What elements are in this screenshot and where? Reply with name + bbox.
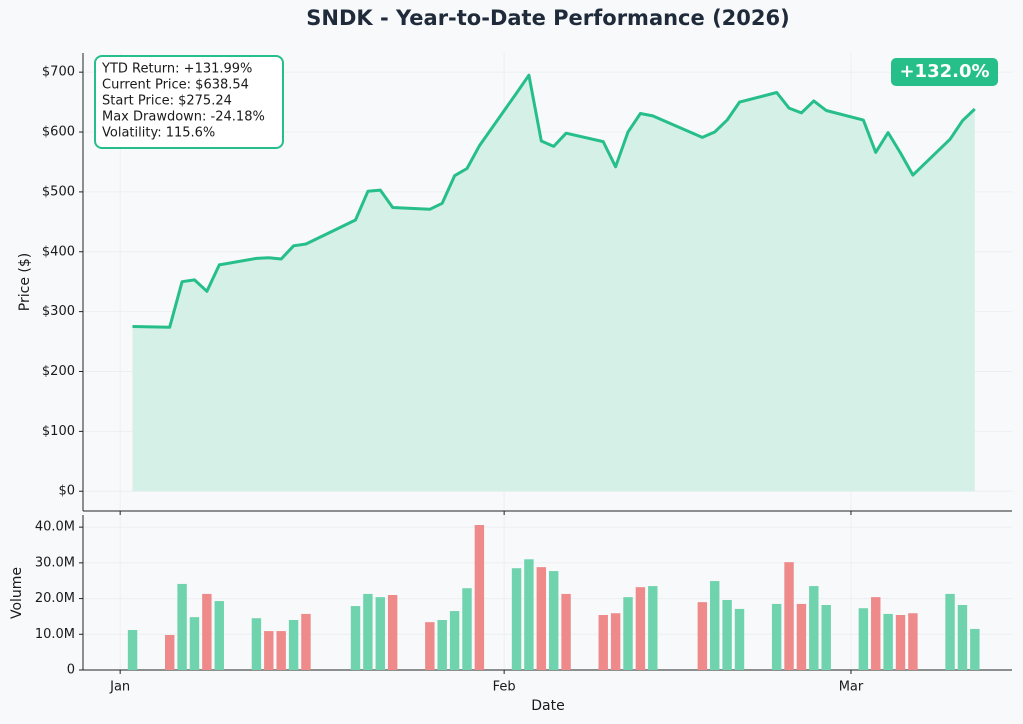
volume-bar <box>189 617 200 670</box>
chart-title: SNDK - Year-to-Date Performance (2026) <box>306 6 789 30</box>
y-axis-label: Price ($) <box>17 253 33 311</box>
y-tick-label: 0 <box>67 663 75 678</box>
stats-line: Max Drawdown: -24.18% <box>102 110 265 125</box>
x-tick-label: Jan <box>109 680 130 695</box>
stats-box-frame <box>94 55 284 149</box>
volume-bar <box>524 559 534 670</box>
stats-box: YTD Return: +131.99%Current Price: $638.… <box>94 55 284 149</box>
volume-bar <box>945 593 955 670</box>
volume-bar <box>635 587 646 670</box>
volume-bar <box>350 606 361 670</box>
volume-bar <box>648 586 658 670</box>
y-tick-label: $200 <box>42 364 75 379</box>
volume-bar <box>858 608 869 670</box>
volume-bar <box>437 620 447 670</box>
volume-bar <box>127 630 138 670</box>
y-tick-label: $600 <box>42 125 75 140</box>
volume-bar <box>177 583 187 670</box>
area <box>132 75 975 492</box>
y-tick-label: $700 <box>42 65 75 80</box>
volume-bar <box>276 631 286 670</box>
volume-bar <box>809 586 819 670</box>
volume-bar <box>288 620 299 670</box>
y-tick-label: $300 <box>42 304 75 319</box>
stats-line: Volatility: 115.6% <box>102 126 215 141</box>
y-tick-label: $500 <box>42 184 75 199</box>
volume-bar <box>970 628 980 670</box>
volume-bar <box>871 597 881 670</box>
volume-bar <box>561 593 571 670</box>
plots: $0 $100 $200 $300 $400 $500 $600 $700 YTD Return… <box>35 53 1012 695</box>
volume-bar <box>623 597 633 670</box>
volume-bar <box>784 562 794 670</box>
volume-bar <box>771 603 782 670</box>
volume-bar <box>375 597 385 670</box>
volume-bar <box>474 525 485 670</box>
x-tick-label: Feb <box>493 680 516 695</box>
badge-frame <box>891 58 998 86</box>
volume-bar <box>264 631 274 670</box>
volume-bar <box>908 613 918 670</box>
volume-bar <box>425 622 435 670</box>
y-tick-label: $400 <box>42 244 75 259</box>
volume-bar <box>710 581 720 670</box>
stats-line: YTD Return: +131.99% <box>101 62 252 77</box>
volume-bar <box>251 618 262 670</box>
volume-bar <box>536 567 547 670</box>
volume-bar <box>734 608 745 670</box>
volume-bar <box>821 605 831 670</box>
volume-bar <box>202 593 212 670</box>
price-line <box>132 73 976 329</box>
y-tick-label: $100 <box>42 424 75 439</box>
volume-bar <box>548 571 559 670</box>
stats-line: Start Price: $275.24 <box>102 94 232 109</box>
volume-bar <box>511 568 522 670</box>
y-axis-label: Volume <box>9 567 25 619</box>
y-tick-label: 40.0M <box>35 520 75 535</box>
return-badge: +132.0% <box>891 58 998 86</box>
volume-bar <box>883 613 893 670</box>
y-tick-label: 20.0M <box>35 591 75 606</box>
volume-bar <box>387 595 398 670</box>
volume-bar <box>895 615 906 670</box>
x-tick-label: Mar <box>839 680 864 695</box>
volume-bar <box>214 601 224 670</box>
volume-bar <box>363 593 373 670</box>
volume-bar <box>164 635 175 670</box>
volume-bar <box>722 600 732 670</box>
volume-bar <box>449 611 460 670</box>
volume-bar <box>301 613 311 670</box>
volume-bar <box>957 605 968 670</box>
x-axis-label: Date <box>531 698 564 714</box>
volume-bar <box>462 588 472 670</box>
volume-bar <box>610 613 621 670</box>
y-tick-label: 30.0M <box>35 555 75 570</box>
badge-text: +132.0% <box>899 61 989 82</box>
y-tick-label: 10.0M <box>35 627 75 642</box>
volume-bar <box>697 602 708 670</box>
volume-bar <box>796 603 807 670</box>
volume-bar <box>598 615 608 670</box>
stats-line: Current Price: $638.54 <box>102 78 249 93</box>
y-tick-label: $0 <box>58 484 75 499</box>
